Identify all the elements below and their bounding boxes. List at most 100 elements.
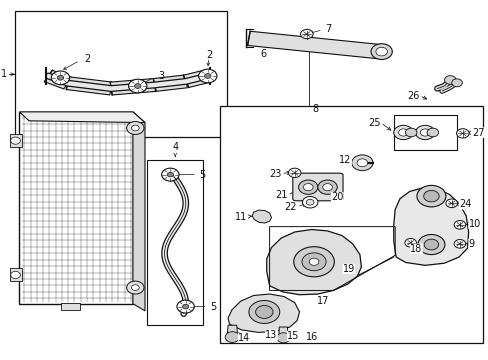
Polygon shape bbox=[266, 229, 361, 295]
Circle shape bbox=[177, 300, 194, 313]
Circle shape bbox=[303, 184, 312, 191]
Text: 7: 7 bbox=[325, 24, 331, 34]
Text: 1: 1 bbox=[1, 69, 7, 79]
Polygon shape bbox=[110, 78, 155, 95]
Circle shape bbox=[11, 271, 20, 279]
Circle shape bbox=[453, 239, 465, 248]
Circle shape bbox=[415, 125, 434, 140]
Circle shape bbox=[288, 168, 301, 177]
Circle shape bbox=[420, 129, 429, 136]
Circle shape bbox=[393, 125, 412, 140]
Circle shape bbox=[162, 168, 179, 181]
Text: 16: 16 bbox=[305, 332, 317, 342]
Text: 15: 15 bbox=[286, 331, 299, 341]
Text: 6: 6 bbox=[260, 49, 266, 59]
Circle shape bbox=[417, 234, 444, 255]
Circle shape bbox=[131, 285, 139, 291]
Text: 22: 22 bbox=[284, 202, 297, 212]
Polygon shape bbox=[183, 70, 210, 87]
Text: 4: 4 bbox=[172, 143, 178, 152]
Circle shape bbox=[370, 44, 391, 59]
Text: 10: 10 bbox=[468, 219, 480, 229]
Circle shape bbox=[317, 180, 337, 194]
Circle shape bbox=[128, 79, 146, 93]
Bar bbox=[10, 269, 22, 282]
Circle shape bbox=[134, 84, 141, 89]
Circle shape bbox=[351, 155, 372, 171]
Bar bbox=[15, 12, 226, 137]
Text: 12: 12 bbox=[339, 155, 351, 165]
Text: 19: 19 bbox=[342, 264, 354, 274]
FancyBboxPatch shape bbox=[292, 173, 342, 201]
Circle shape bbox=[426, 128, 438, 137]
Circle shape bbox=[182, 304, 188, 309]
Circle shape bbox=[51, 71, 69, 85]
Polygon shape bbox=[252, 210, 271, 223]
Circle shape bbox=[423, 239, 438, 250]
Circle shape bbox=[356, 159, 367, 167]
Bar bbox=[393, 116, 456, 149]
Circle shape bbox=[57, 75, 63, 80]
Polygon shape bbox=[20, 112, 145, 123]
Polygon shape bbox=[393, 188, 468, 265]
Circle shape bbox=[126, 122, 144, 134]
Circle shape bbox=[300, 30, 312, 39]
Text: 24: 24 bbox=[458, 199, 470, 210]
Circle shape bbox=[302, 197, 317, 208]
Text: 5: 5 bbox=[199, 170, 205, 180]
Text: 2: 2 bbox=[205, 50, 212, 60]
Circle shape bbox=[293, 247, 334, 277]
Text: 20: 20 bbox=[330, 192, 343, 202]
Text: 21: 21 bbox=[275, 190, 287, 200]
Polygon shape bbox=[247, 31, 380, 59]
Circle shape bbox=[445, 199, 457, 208]
Polygon shape bbox=[153, 75, 187, 91]
Text: 11: 11 bbox=[235, 212, 247, 221]
Text: 25: 25 bbox=[367, 118, 380, 128]
Polygon shape bbox=[44, 70, 71, 89]
Text: 14: 14 bbox=[238, 333, 250, 343]
Circle shape bbox=[416, 185, 445, 207]
Circle shape bbox=[131, 125, 139, 131]
Circle shape bbox=[398, 129, 407, 136]
Circle shape bbox=[375, 47, 386, 56]
Text: 18: 18 bbox=[409, 244, 422, 254]
Polygon shape bbox=[278, 327, 287, 338]
Circle shape bbox=[126, 281, 144, 294]
Text: 2: 2 bbox=[84, 54, 91, 64]
Circle shape bbox=[453, 221, 465, 229]
Circle shape bbox=[204, 73, 210, 78]
Text: 23: 23 bbox=[268, 168, 281, 179]
Text: 8: 8 bbox=[312, 104, 318, 114]
Text: 5: 5 bbox=[209, 302, 216, 312]
Text: 9: 9 bbox=[468, 239, 474, 249]
Text: 26: 26 bbox=[406, 91, 419, 101]
Circle shape bbox=[405, 128, 416, 137]
Circle shape bbox=[308, 258, 318, 265]
Circle shape bbox=[451, 79, 461, 87]
Circle shape bbox=[423, 190, 438, 202]
Circle shape bbox=[11, 137, 20, 144]
Text: 3: 3 bbox=[158, 71, 164, 81]
Circle shape bbox=[298, 180, 317, 194]
Text: 17: 17 bbox=[316, 296, 328, 306]
Polygon shape bbox=[226, 325, 237, 337]
Circle shape bbox=[167, 172, 173, 177]
Bar bbox=[61, 303, 80, 310]
Circle shape bbox=[224, 332, 239, 342]
Circle shape bbox=[305, 199, 313, 205]
Circle shape bbox=[276, 333, 290, 343]
Circle shape bbox=[444, 76, 455, 84]
Polygon shape bbox=[227, 294, 299, 332]
Polygon shape bbox=[133, 112, 145, 311]
Bar bbox=[220, 107, 482, 343]
Bar bbox=[10, 134, 22, 147]
Circle shape bbox=[248, 301, 279, 323]
Bar bbox=[147, 160, 203, 325]
Bar bbox=[20, 112, 133, 304]
Polygon shape bbox=[66, 77, 112, 95]
Text: 13: 13 bbox=[265, 330, 277, 340]
Text: 27: 27 bbox=[471, 128, 484, 138]
Circle shape bbox=[255, 306, 272, 319]
Circle shape bbox=[404, 238, 416, 247]
